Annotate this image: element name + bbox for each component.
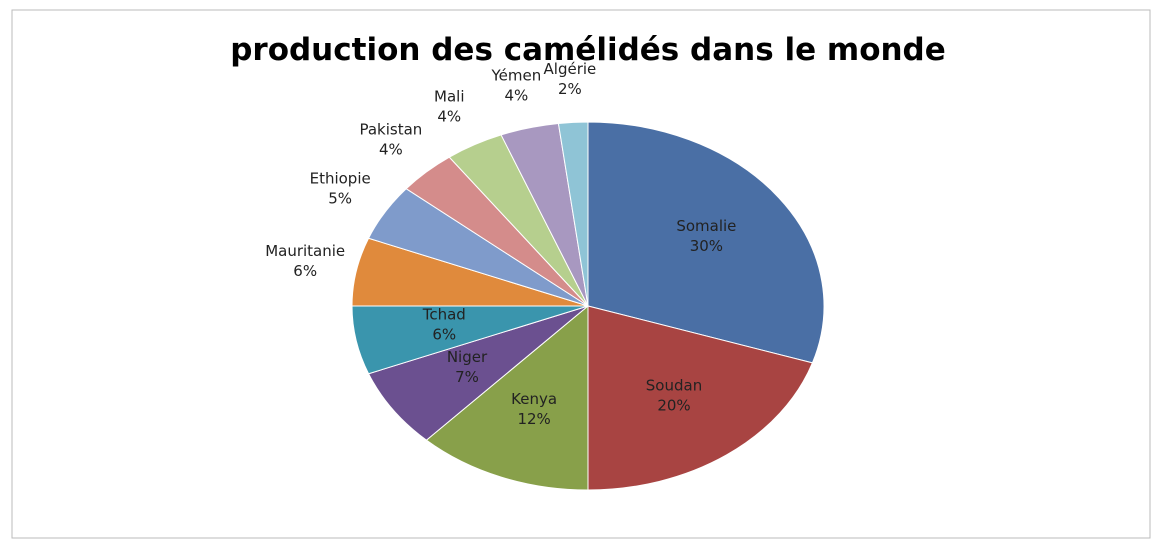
value-label: 20%: [657, 396, 690, 414]
value-label: 4%: [437, 107, 461, 125]
category-label: Niger: [447, 348, 488, 366]
pie-slice: [557, 121, 589, 307]
value-label: 30%: [690, 237, 723, 255]
data-label: Tchad 6%: [422, 305, 466, 343]
data-label: Soudan 20%: [646, 376, 702, 414]
data-label: Niger 7%: [447, 348, 488, 386]
category-label: Ethiopie: [310, 170, 371, 188]
value-label: 5%: [328, 190, 352, 208]
data-label: Mali 4%: [434, 87, 464, 125]
value-label: 4%: [504, 87, 528, 105]
category-label: Somalie: [676, 217, 736, 235]
data-label: Yémen 4%: [491, 67, 542, 105]
category-label: Pakistan: [359, 120, 422, 138]
category-label: Mali: [434, 87, 464, 105]
value-label: 2%: [558, 80, 582, 98]
value-label: 4%: [379, 140, 403, 158]
data-label: Algérie 2%: [544, 60, 597, 98]
data-label: Pakistan 4%: [359, 120, 422, 158]
value-label: 6%: [432, 325, 456, 343]
data-label: Somalie 30%: [676, 217, 736, 255]
category-label: Tchad: [422, 305, 466, 323]
data-label: Kenya 12%: [511, 390, 557, 428]
category-label: Kenya: [511, 390, 557, 408]
pie-slice: [425, 304, 589, 491]
category-label: Soudan: [646, 376, 702, 394]
data-label: Mauritanie 6%: [265, 242, 345, 280]
category-label: Yémen: [491, 67, 542, 85]
chart-title: production des camélidés dans le monde: [230, 32, 946, 68]
category-label: Algérie: [544, 60, 597, 78]
category-label: Mauritanie: [265, 242, 345, 260]
pie-slice: [587, 305, 814, 491]
pie-slice: [367, 305, 589, 441]
value-label: 7%: [455, 368, 479, 386]
pie-slice: [587, 121, 825, 364]
data-label: Ethiopie 5%: [310, 170, 371, 208]
value-label: 12%: [517, 410, 550, 428]
value-label: 6%: [293, 262, 317, 280]
